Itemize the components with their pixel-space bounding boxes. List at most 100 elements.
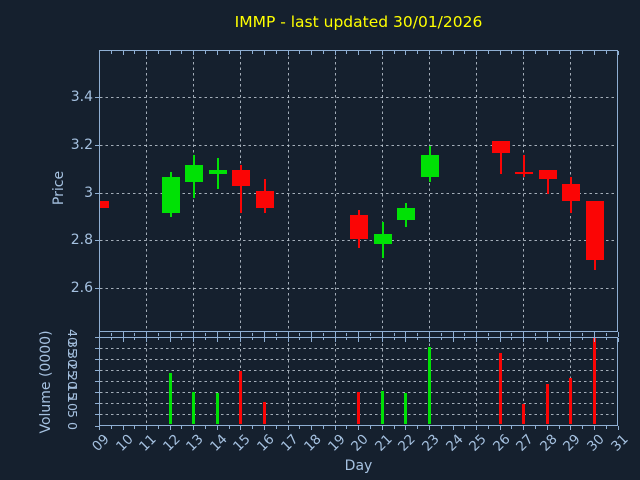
x-major-tick-top [570, 51, 572, 55]
x-major-tick-top [216, 51, 218, 55]
x-minor-tick-volbot [346, 426, 348, 429]
x-major-tick-voltop [146, 338, 148, 342]
x-major-tick-top [311, 51, 313, 55]
x-minor-tick-top [205, 51, 207, 54]
x-major-tick-volbot [523, 426, 525, 430]
x-tick-label-23: 23 [419, 431, 443, 455]
x-major-tick-volbot [146, 426, 148, 430]
x-major-tick-volbot [240, 426, 242, 430]
x-major-tick-volbot [499, 426, 501, 430]
x-major-tick [617, 332, 619, 337]
x-minor-tick [464, 332, 466, 336]
volume-tick-label-0: 0 [64, 421, 80, 430]
price-tick-label-3: 3 [84, 184, 93, 201]
x-major-tick [476, 332, 478, 337]
price-tick-label-2.6: 2.6 [70, 280, 93, 296]
price-tick-label-3.4: 3.4 [70, 89, 93, 105]
x-tick-label-13: 13 [183, 431, 207, 455]
x-minor-tick [322, 332, 324, 336]
x-major-tick-voltop [428, 338, 430, 342]
x-minor-tick [582, 332, 584, 336]
x-minor-tick [205, 332, 207, 336]
volume-bar-day-13 [192, 391, 196, 424]
x-major-tick [546, 332, 548, 337]
x-minor-tick-top [558, 51, 560, 54]
candle-day-15 [232, 169, 251, 187]
x-major-tick-top [99, 51, 100, 55]
x-minor-tick [511, 332, 513, 336]
x-minor-tick-voltop [417, 338, 419, 340]
x-major-tick [263, 332, 265, 337]
x-minor-tick-volbot [134, 426, 136, 429]
day-gridline-19 [334, 338, 336, 425]
x-major-tick-volbot [617, 426, 619, 430]
volume-y-tick [94, 348, 99, 350]
x-major-tick-volbot [99, 426, 100, 430]
x-minor-tick-voltop [605, 338, 607, 340]
candle-day-30 [585, 200, 604, 261]
x-minor-tick-top [464, 51, 466, 54]
day-gridline-11 [146, 51, 148, 331]
x-major-tick-top [287, 51, 289, 55]
volume-bar-day-26 [498, 353, 502, 424]
x-major-tick-top [617, 51, 619, 55]
x-major-tick [193, 332, 195, 337]
x-tick-label-30: 30 [584, 431, 608, 455]
volume-axis-label: Volume (0000) [38, 330, 54, 434]
x-major-tick-voltop [452, 338, 454, 342]
x-minor-tick-voltop [110, 338, 112, 340]
x-major-tick [122, 332, 124, 337]
x-major-tick [570, 332, 572, 337]
x-tick-label-20: 20 [348, 431, 372, 455]
x-major-tick-volbot [287, 426, 289, 430]
x-major-tick-voltop [476, 338, 478, 342]
x-major-tick-top [122, 51, 124, 55]
x-major-tick-voltop [193, 338, 195, 342]
x-major-tick-top [523, 51, 525, 55]
x-major-tick [405, 332, 407, 337]
volume-bar-day-27 [522, 404, 526, 424]
volume-bar-day-29 [569, 377, 573, 424]
x-major-tick-voltop [169, 338, 171, 342]
x-minor-tick-top [134, 51, 136, 54]
x-minor-tick-voltop [346, 338, 348, 340]
x-minor-tick-volbot [417, 426, 419, 429]
x-major-tick-voltop [381, 338, 383, 342]
x-minor-tick-volbot [110, 426, 112, 429]
day-gridline-27 [523, 338, 525, 425]
chart-title: IMMP - last updated 30/01/2026 [234, 13, 483, 31]
x-minor-tick-voltop [558, 338, 560, 340]
x-minor-tick-top [440, 51, 442, 54]
x-major-tick [216, 332, 218, 337]
day-gridline-21 [381, 338, 383, 425]
volume-bar-day-30 [592, 338, 596, 424]
x-major-tick [499, 332, 501, 337]
x-minor-tick [393, 332, 395, 336]
x-major-tick [523, 332, 525, 337]
volume-plot [99, 337, 618, 426]
x-tick-label-29: 29 [560, 431, 584, 455]
x-minor-tick-top [228, 51, 230, 54]
volume-bar-day-20 [357, 391, 361, 424]
x-tick-label-10: 10 [112, 431, 137, 455]
x-major-tick-top [476, 51, 478, 55]
x-tick-label-31: 31 [607, 431, 632, 455]
x-minor-tick [440, 332, 442, 336]
volume-bar-day-16 [262, 401, 266, 424]
candle-day-26 [491, 140, 510, 153]
x-major-tick-volbot [476, 426, 478, 430]
x-minor-tick-voltop [370, 338, 372, 340]
x-tick-label-25: 25 [466, 431, 490, 455]
price-gridline-3.2 [100, 144, 617, 146]
x-tick-label-22: 22 [395, 431, 419, 455]
x-tick-label-14: 14 [206, 431, 231, 455]
volume-y-tick [94, 403, 99, 405]
x-major-tick-volbot [169, 426, 171, 430]
x-major-tick-top [499, 51, 501, 55]
x-major-tick [311, 332, 313, 337]
x-major-tick-top [428, 51, 430, 55]
x-major-tick-voltop [240, 338, 242, 342]
x-tick-label-11: 11 [136, 431, 160, 455]
x-minor-tick-volbot [181, 426, 183, 429]
